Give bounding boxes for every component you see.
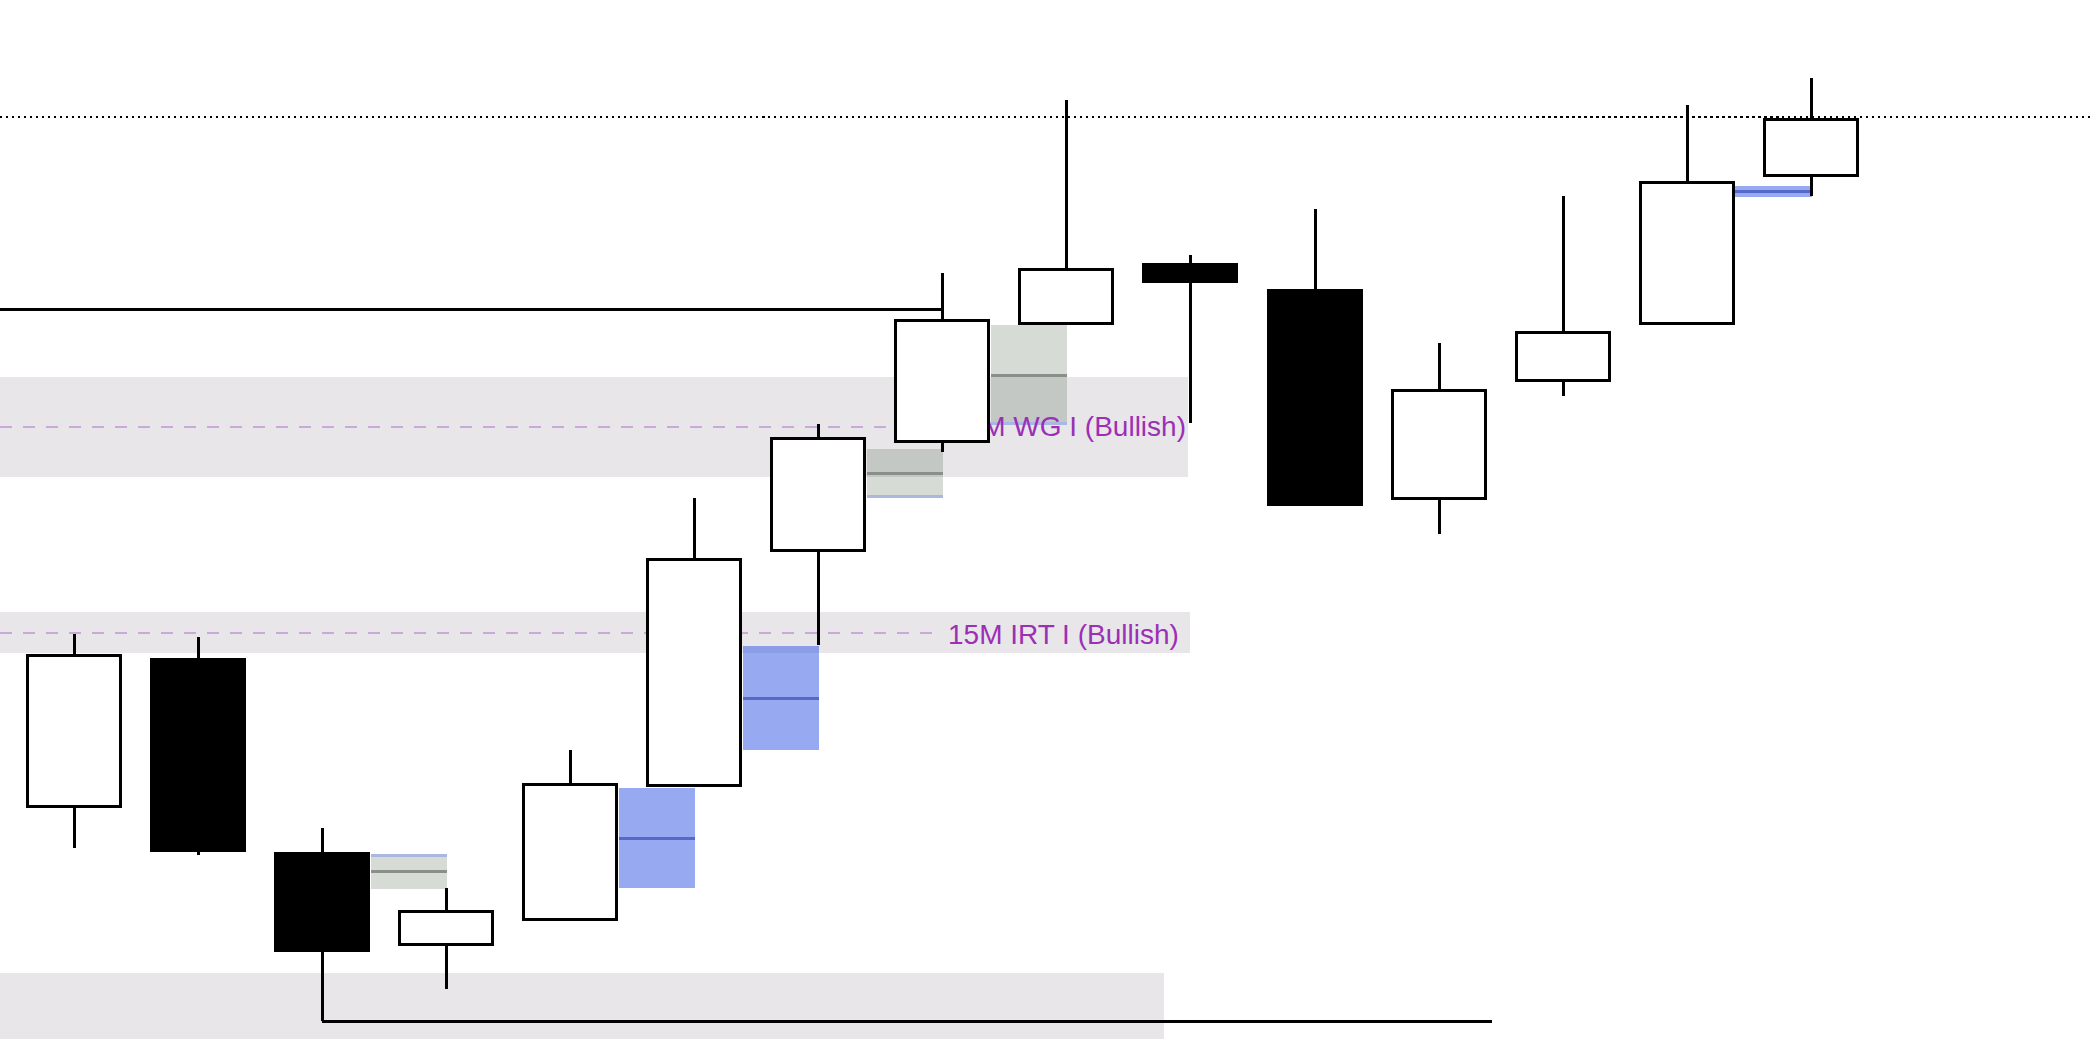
candle-body-bullish <box>1763 118 1859 177</box>
candle-body-bullish <box>1639 181 1735 325</box>
imbalance-box-edge-line <box>371 854 447 857</box>
candle-body-bullish <box>26 654 122 808</box>
candle-body-bearish <box>1142 263 1238 283</box>
candle-body-bullish <box>398 910 494 946</box>
imbalance-box-midline <box>743 697 819 700</box>
candle-body-bearish <box>1267 289 1363 506</box>
price-zone-lower <box>0 973 1164 1039</box>
solid-level-line <box>0 308 942 311</box>
candle-body-bearish <box>150 658 246 852</box>
imbalance-box-midline <box>619 837 695 840</box>
candle-body-bullish <box>1391 389 1487 500</box>
candle-body-bullish <box>1018 268 1114 325</box>
solid-level-line <box>322 1020 1492 1023</box>
candle-body-bullish <box>522 783 618 921</box>
candlestick-chart: 15M WG I (Bullish) 15M IRT I (Bullish) <box>0 0 2090 1048</box>
candle-body-bearish <box>274 852 370 952</box>
candle-body-bullish <box>894 319 990 443</box>
candle-body-bullish <box>646 558 742 787</box>
imbalance-box-edge-line <box>867 495 943 498</box>
annotation-label-irt[interactable]: 15M IRT I (Bullish) <box>948 619 1179 651</box>
imbalance-box-midline <box>867 472 943 475</box>
imbalance-box-midline <box>1735 190 1812 193</box>
candle-body-bullish <box>770 437 866 552</box>
candle-body-bullish <box>1515 331 1611 382</box>
alert-dashed-line-1[interactable] <box>0 632 935 635</box>
imbalance-box-midline <box>991 374 1067 377</box>
alert-dashed-line-0[interactable] <box>0 426 891 429</box>
imbalance-box-midline <box>371 870 447 873</box>
